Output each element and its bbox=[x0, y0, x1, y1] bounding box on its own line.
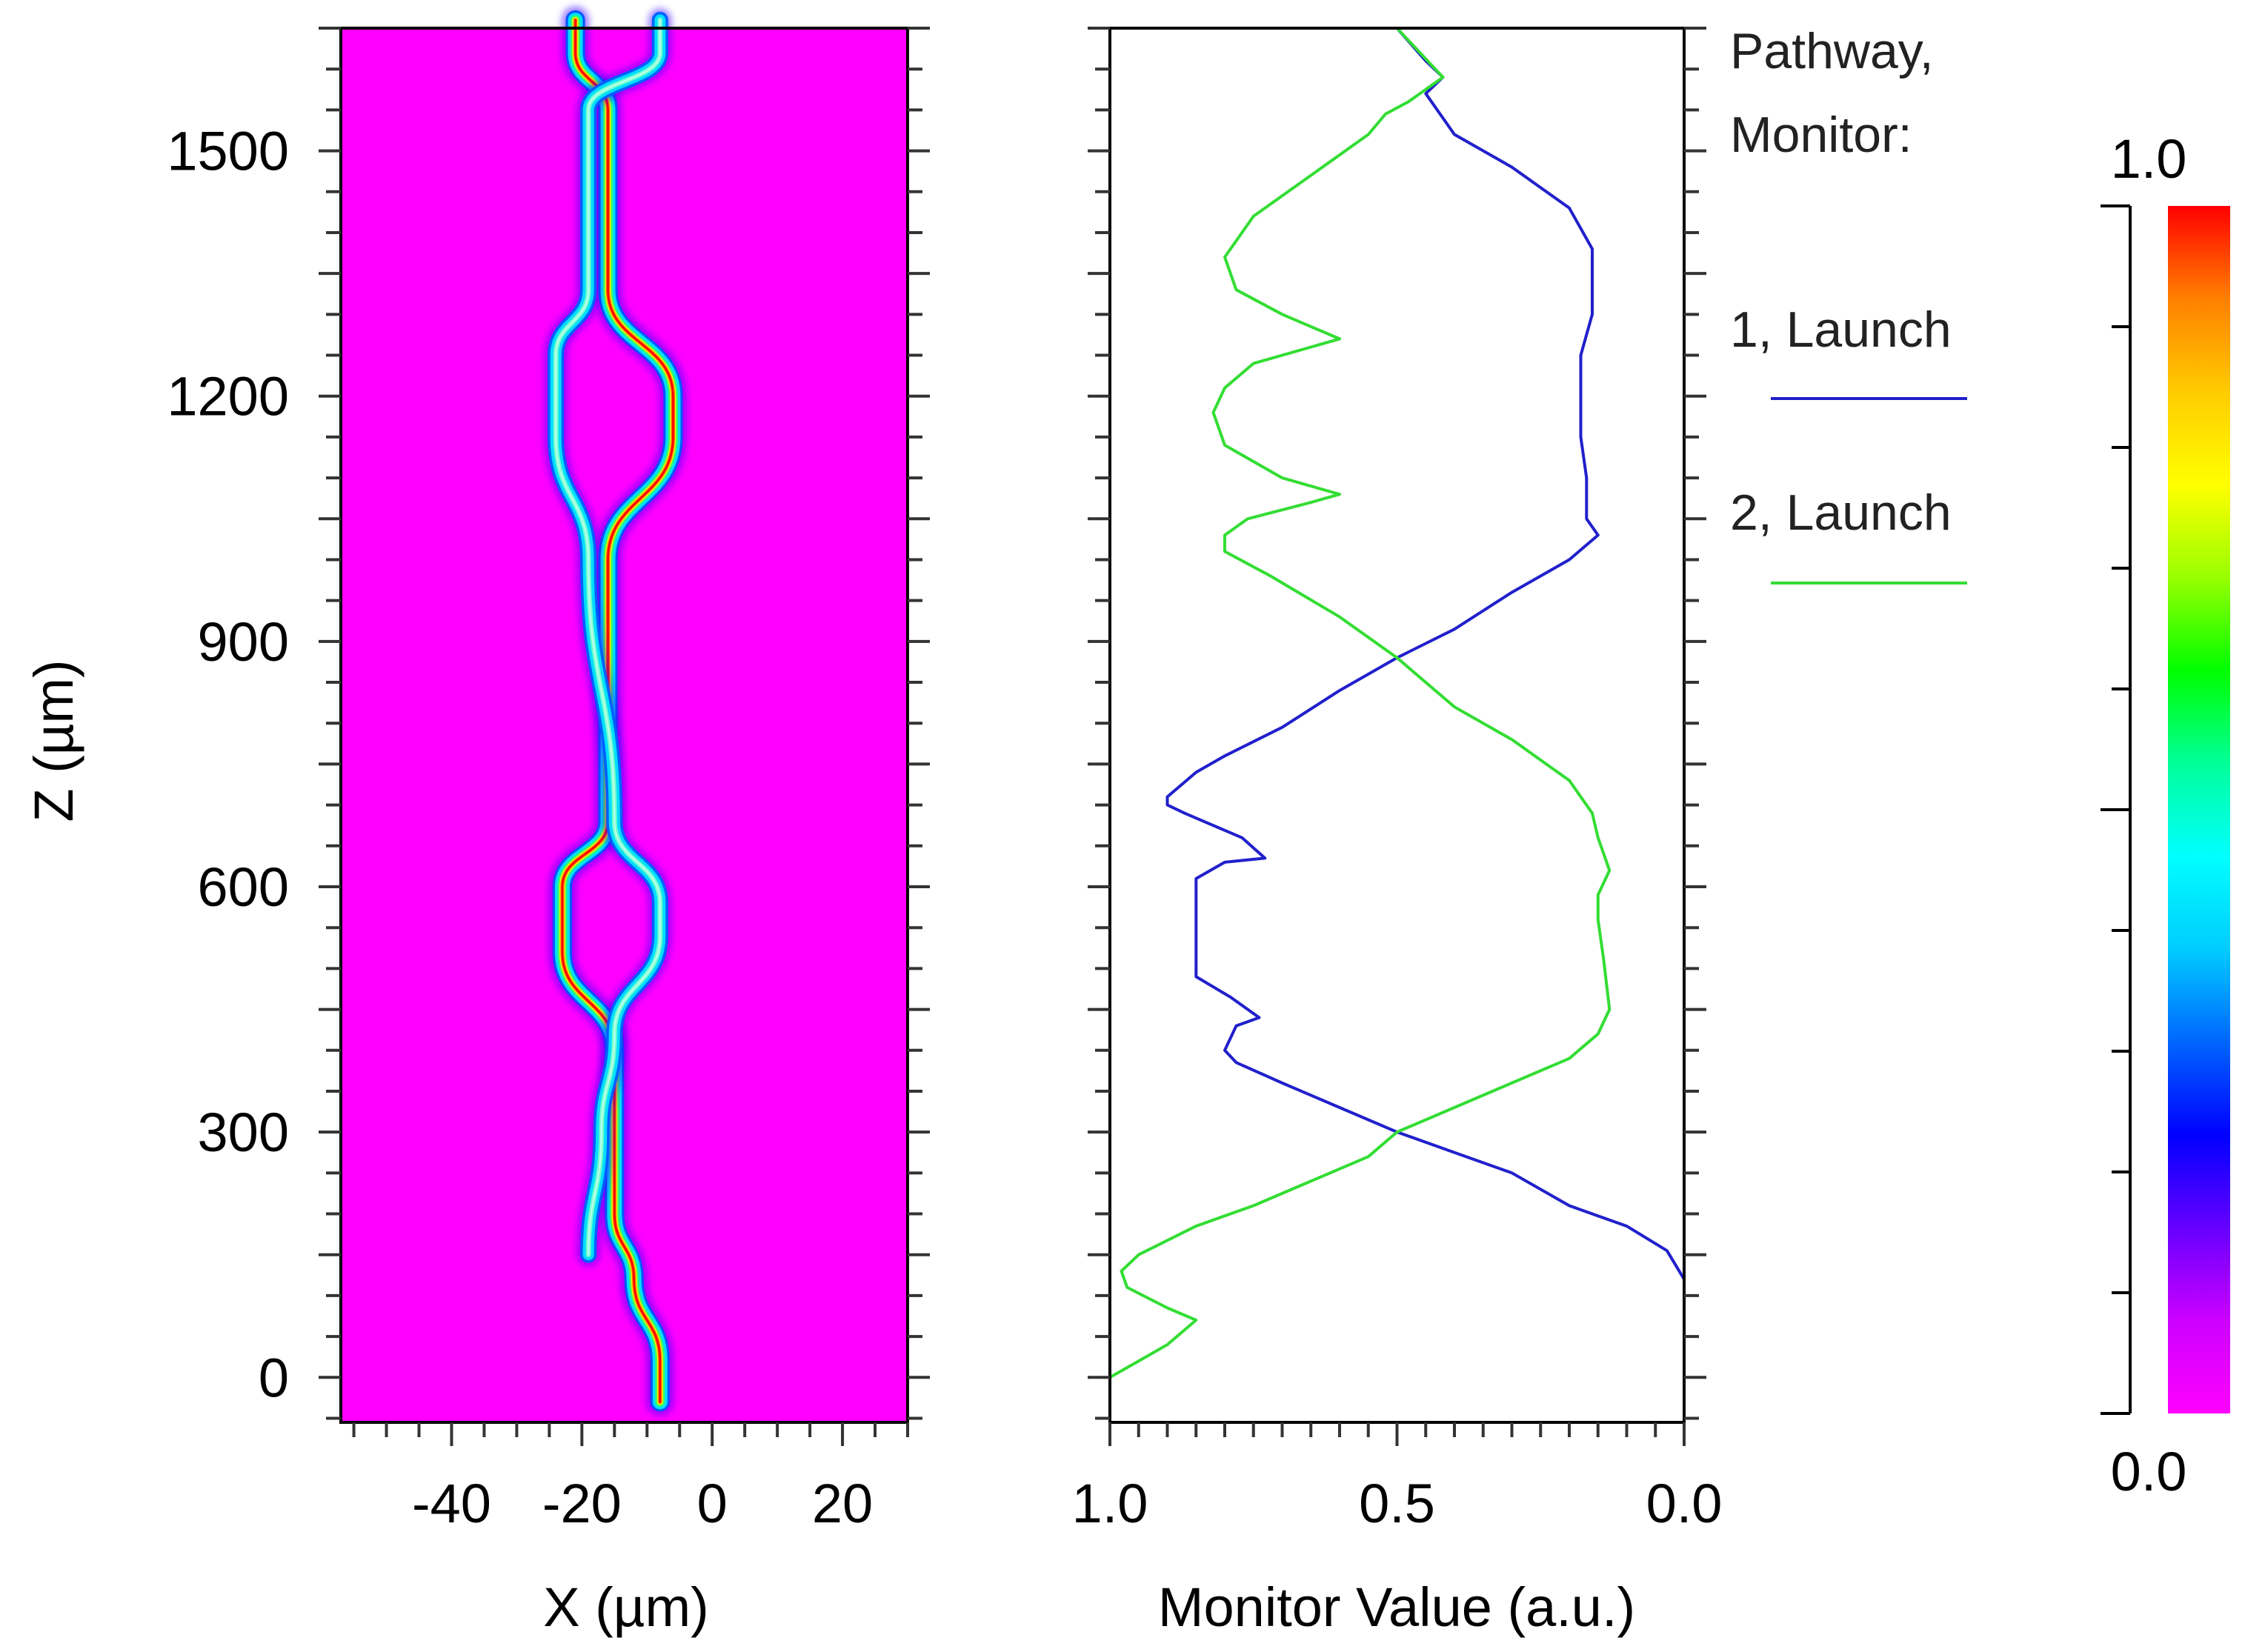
monitor-plot-area bbox=[1110, 28, 1684, 1422]
heatmap-panel: 0 300 600 900 1200 1500 -40 -20 0 20 X (µm) Z (µ… bbox=[23, 6, 930, 1638]
monitor-panel: 1.0 0.5 0.0 Monitor Value (a.u.) bbox=[1072, 27, 1723, 1638]
heatmap-x-axis-title: X (µm) bbox=[543, 1576, 708, 1638]
heatmap-y-tick-label: 0 bbox=[259, 1347, 289, 1408]
legend: Pathway, Monitor: 1, Launch 2, Launch bbox=[1730, 23, 1967, 584]
heatmap-x-ticks: -40 -20 0 20 bbox=[352, 1422, 909, 1534]
heatmap-y-tick-label: 600 bbox=[198, 856, 289, 918]
waveguide-2-layer bbox=[554, 19, 662, 1256]
heatmap-x-tick-label: 0 bbox=[697, 1473, 728, 1534]
legend-entry-2-label: 2, Launch bbox=[1730, 484, 1952, 541]
colorbar-min-label: 0.0 bbox=[2111, 1441, 2187, 1502]
colorbar-gradient bbox=[2168, 206, 2230, 1413]
heatmap-x-tick-label: 20 bbox=[812, 1473, 873, 1534]
monitor-series bbox=[1108, 27, 1686, 1419]
heatmap-y-tick-label: 900 bbox=[198, 611, 289, 673]
colorbar-ticks bbox=[2101, 204, 2130, 1415]
monitor-x-tick-label: 0.0 bbox=[1646, 1473, 1723, 1534]
heatmap-x-tick-label: -20 bbox=[542, 1473, 622, 1534]
monitor-x-tick-label: 0.5 bbox=[1359, 1473, 1435, 1534]
heatmap-y-ticks: 0 300 600 900 1200 1500 bbox=[167, 27, 930, 1420]
heatmap-y-tick-label: 1200 bbox=[167, 366, 289, 427]
legend-entry-1-label: 1, Launch bbox=[1730, 302, 1952, 358]
heatmap-x-tick-label: -40 bbox=[412, 1473, 491, 1534]
legend-title-line1: Pathway, bbox=[1730, 23, 1934, 79]
monitor-x-tick-label: 1.0 bbox=[1072, 1473, 1148, 1534]
colorbar-max-label: 1.0 bbox=[2111, 128, 2187, 190]
heatmap-frame bbox=[339, 27, 909, 1424]
monitor-x-ticks: 1.0 0.5 0.0 bbox=[1072, 1422, 1723, 1534]
monitor-y-ticks bbox=[1088, 27, 1706, 1420]
heatmap-y-tick-label: 300 bbox=[198, 1102, 289, 1163]
legend-title-line2: Monitor: bbox=[1730, 107, 1912, 163]
heatmap-y-axis-title: Z (µm) bbox=[23, 659, 84, 822]
heatmap-waveguides bbox=[545, 6, 687, 1416]
monitor-series-2-line bbox=[1108, 27, 1612, 1419]
colorbar: 1.0 0.0 bbox=[2101, 128, 2230, 1502]
monitor-series-1-line bbox=[1165, 27, 1686, 1419]
monitor-x-axis-title: Monitor Value (a.u.) bbox=[1158, 1576, 1635, 1638]
heatmap-y-tick-label: 1500 bbox=[167, 121, 289, 182]
